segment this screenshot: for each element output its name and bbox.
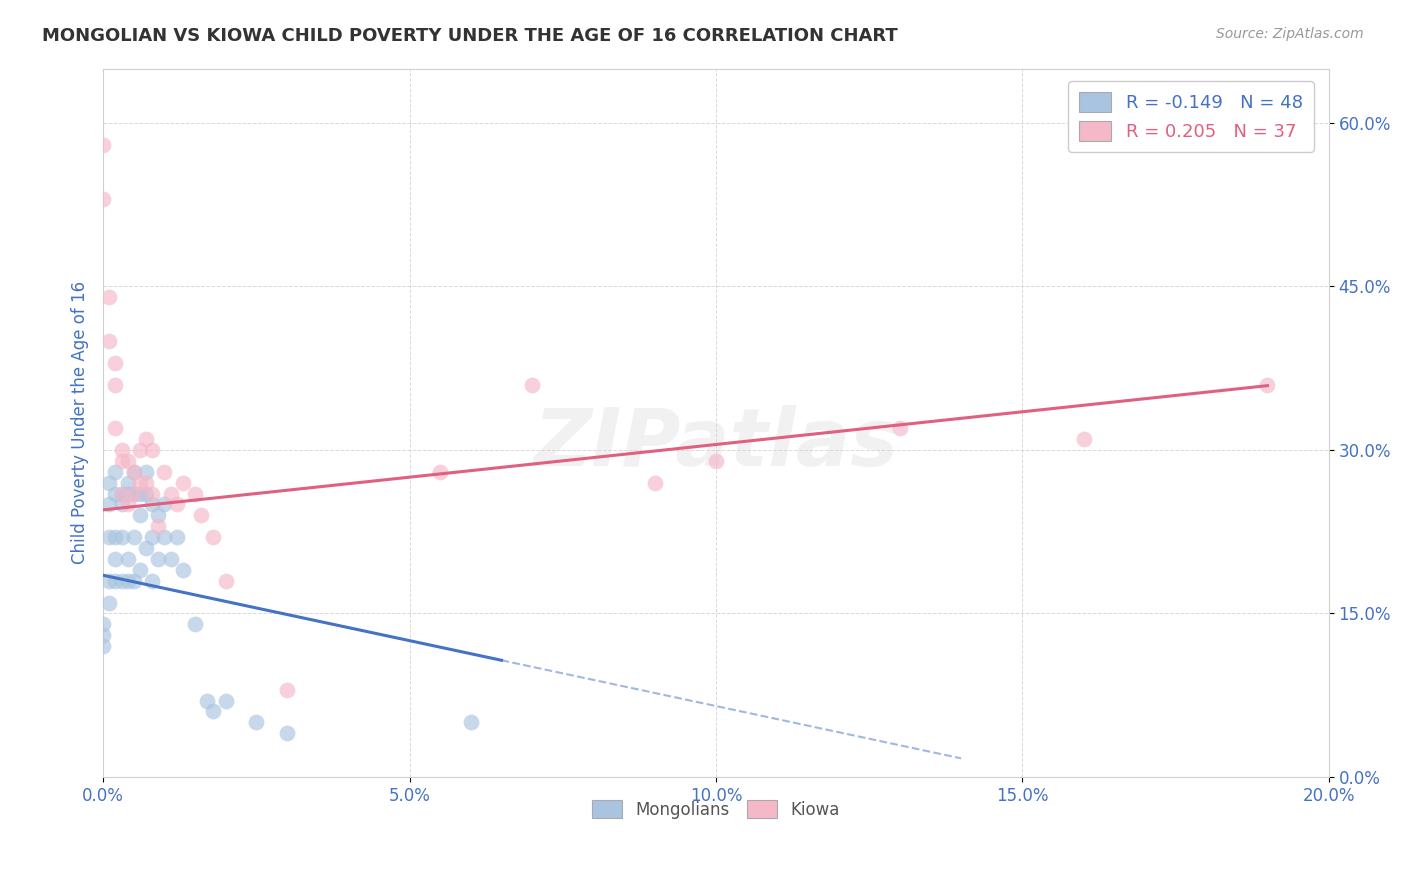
Point: [153, 497, 176, 511]
Point: [276, 682, 298, 697]
Point: [98, 475, 121, 490]
Point: [104, 465, 127, 479]
Point: [104, 421, 127, 435]
Point: [704, 454, 727, 468]
Point: [98, 530, 121, 544]
Point: [141, 497, 163, 511]
Point: [110, 486, 132, 500]
Point: [166, 497, 188, 511]
Point: [110, 574, 132, 588]
Point: [245, 715, 267, 730]
Point: [122, 465, 145, 479]
Point: [141, 486, 163, 500]
Point: [122, 530, 145, 544]
Point: [129, 563, 152, 577]
Point: [202, 705, 225, 719]
Y-axis label: Child Poverty Under the Age of 16: Child Poverty Under the Age of 16: [72, 281, 89, 565]
Point: [117, 454, 139, 468]
Point: [110, 454, 132, 468]
Point: [215, 693, 238, 707]
Point: [135, 475, 157, 490]
Point: [98, 334, 121, 348]
Point: [429, 465, 451, 479]
Point: [1256, 377, 1278, 392]
Point: [122, 486, 145, 500]
Point: [202, 530, 225, 544]
Point: [91, 639, 114, 653]
Legend: Mongolians, Kiowa: Mongolians, Kiowa: [586, 793, 846, 825]
Point: [117, 486, 139, 500]
Point: [1073, 432, 1095, 446]
Point: [184, 617, 207, 632]
Point: [98, 574, 121, 588]
Point: [135, 541, 157, 555]
Point: [129, 475, 152, 490]
Point: [159, 486, 181, 500]
Point: [117, 497, 139, 511]
Point: [215, 574, 238, 588]
Point: [135, 465, 157, 479]
Point: [91, 628, 114, 642]
Point: [110, 530, 132, 544]
Point: [190, 508, 212, 523]
Point: [104, 552, 127, 566]
Point: [91, 192, 114, 206]
Point: [110, 442, 132, 457]
Point: [148, 519, 170, 533]
Point: [117, 552, 139, 566]
Point: [644, 475, 666, 490]
Point: [148, 552, 170, 566]
Point: [889, 421, 911, 435]
Point: [172, 475, 194, 490]
Point: [184, 486, 207, 500]
Point: [122, 465, 145, 479]
Text: MONGOLIAN VS KIOWA CHILD POVERTY UNDER THE AGE OF 16 CORRELATION CHART: MONGOLIAN VS KIOWA CHILD POVERTY UNDER T…: [42, 27, 898, 45]
Point: [104, 377, 127, 392]
Point: [110, 497, 132, 511]
Point: [117, 574, 139, 588]
Point: [104, 574, 127, 588]
Point: [98, 497, 121, 511]
Point: [98, 595, 121, 609]
Point: [141, 442, 163, 457]
Point: [276, 726, 298, 740]
Point: [148, 508, 170, 523]
Point: [117, 475, 139, 490]
Point: [98, 290, 121, 304]
Point: [91, 617, 114, 632]
Point: [110, 486, 132, 500]
Point: [91, 137, 114, 152]
Point: [104, 356, 127, 370]
Point: [135, 432, 157, 446]
Point: [135, 486, 157, 500]
Point: [129, 508, 152, 523]
Point: [520, 377, 543, 392]
Point: [129, 442, 152, 457]
Point: [122, 574, 145, 588]
Point: [104, 530, 127, 544]
Point: [153, 465, 176, 479]
Point: [153, 530, 176, 544]
Text: Source: ZipAtlas.com: Source: ZipAtlas.com: [1216, 27, 1364, 41]
Point: [195, 693, 218, 707]
Point: [129, 486, 152, 500]
Point: [104, 486, 127, 500]
Point: [172, 563, 194, 577]
Point: [141, 574, 163, 588]
Text: ZIPatlas: ZIPatlas: [533, 405, 898, 483]
Point: [159, 552, 181, 566]
Point: [122, 486, 145, 500]
Point: [166, 530, 188, 544]
Point: [141, 530, 163, 544]
Point: [460, 715, 482, 730]
